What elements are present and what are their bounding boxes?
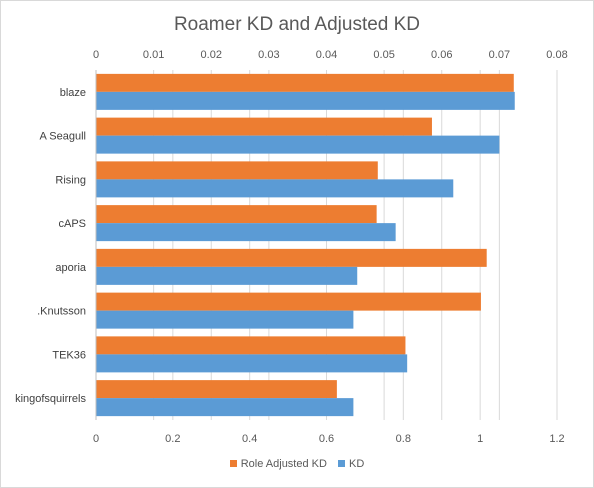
top-axis-tick-label: 0 — [93, 49, 99, 61]
bottom-axis-tick-label: 0 — [93, 433, 99, 445]
top-axis-tick-label: 0.02 — [201, 49, 222, 61]
legend-item-role-adjusted-kd: Role Adjusted KD — [229, 458, 327, 470]
top-axis-tick-label: 0.03 — [258, 49, 279, 61]
bar-role-adjusted-kd — [96, 117, 432, 136]
bar-kd — [96, 223, 396, 242]
bar-kd — [96, 91, 515, 110]
legend-label-kd: KD — [349, 458, 365, 470]
bottom-axis-tick-label: 0.8 — [396, 433, 411, 445]
bottom-axis-tick-label: 1.2 — [549, 433, 564, 445]
bar-role-adjusted-kd — [96, 380, 337, 399]
top-axis-tick-label: 0.04 — [316, 49, 337, 61]
legend-item-kd: KD — [338, 458, 364, 470]
bar-kd — [96, 398, 354, 417]
top-axis-tick-label: 0.07 — [489, 49, 510, 61]
bar-kd — [96, 179, 454, 198]
category-label: Rising — [55, 174, 86, 186]
bar-kd — [96, 354, 408, 373]
category-label: cAPS — [58, 218, 86, 230]
bar-kd — [96, 266, 358, 285]
legend-swatch-role-adjusted-kd — [229, 460, 237, 467]
bar-role-adjusted-kd — [96, 292, 481, 311]
top-axis-tick-label: 0.06 — [431, 49, 452, 61]
bottom-axis-tick-label: 0.4 — [242, 433, 257, 445]
bar-kd — [96, 310, 354, 329]
bar-role-adjusted-kd — [96, 73, 514, 92]
bar-role-adjusted-kd — [96, 336, 406, 355]
chart-legend: Role Adjusted KD KD — [0, 458, 594, 470]
category-label: blaze — [60, 87, 86, 99]
bar-role-adjusted-kd — [96, 205, 377, 224]
bar-kd — [96, 135, 500, 154]
category-label: aporia — [55, 262, 86, 274]
chart-title: Roamer KD and Adjusted KD — [173, 14, 421, 35]
category-label: .Knutsson — [37, 306, 86, 318]
bottom-axis-tick-label: 0.2 — [165, 433, 180, 445]
top-axis-tick-label: 0.08 — [546, 49, 567, 61]
bottom-axis-tick-label: 1 — [477, 433, 483, 445]
top-axis-tick-label: 0.01 — [143, 49, 164, 61]
legend-label-role-adjusted-kd: Role Adjusted KD — [240, 458, 327, 470]
bar-role-adjusted-kd — [96, 248, 487, 267]
category-label: A Seagull — [40, 131, 86, 143]
bottom-axis-tick-label: 0.6 — [319, 433, 334, 445]
top-axis-tick-label: 0.05 — [373, 49, 394, 61]
legend-swatch-kd — [338, 460, 345, 467]
bar-role-adjusted-kd — [96, 161, 378, 180]
category-label: TEK36 — [52, 349, 86, 361]
category-label: kingofsquirrels — [15, 393, 86, 405]
